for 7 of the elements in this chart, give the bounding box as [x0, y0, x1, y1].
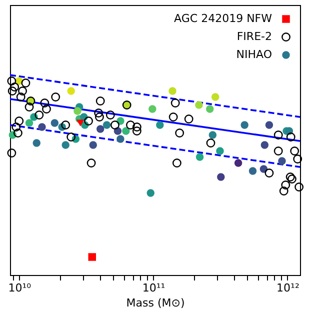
x-tick-label: 10¹² — [276, 282, 300, 294]
legend-label: NIHAO — [236, 48, 272, 61]
legend-label: AGC 242019 NFW — [174, 12, 272, 25]
x-axis-title: Mass (M⊙) — [126, 296, 185, 310]
x-tick-label: 10¹¹ — [142, 282, 166, 294]
x-tick-label: 10¹⁰ — [8, 282, 32, 294]
legend-label: FIRE-2 — [236, 30, 272, 43]
